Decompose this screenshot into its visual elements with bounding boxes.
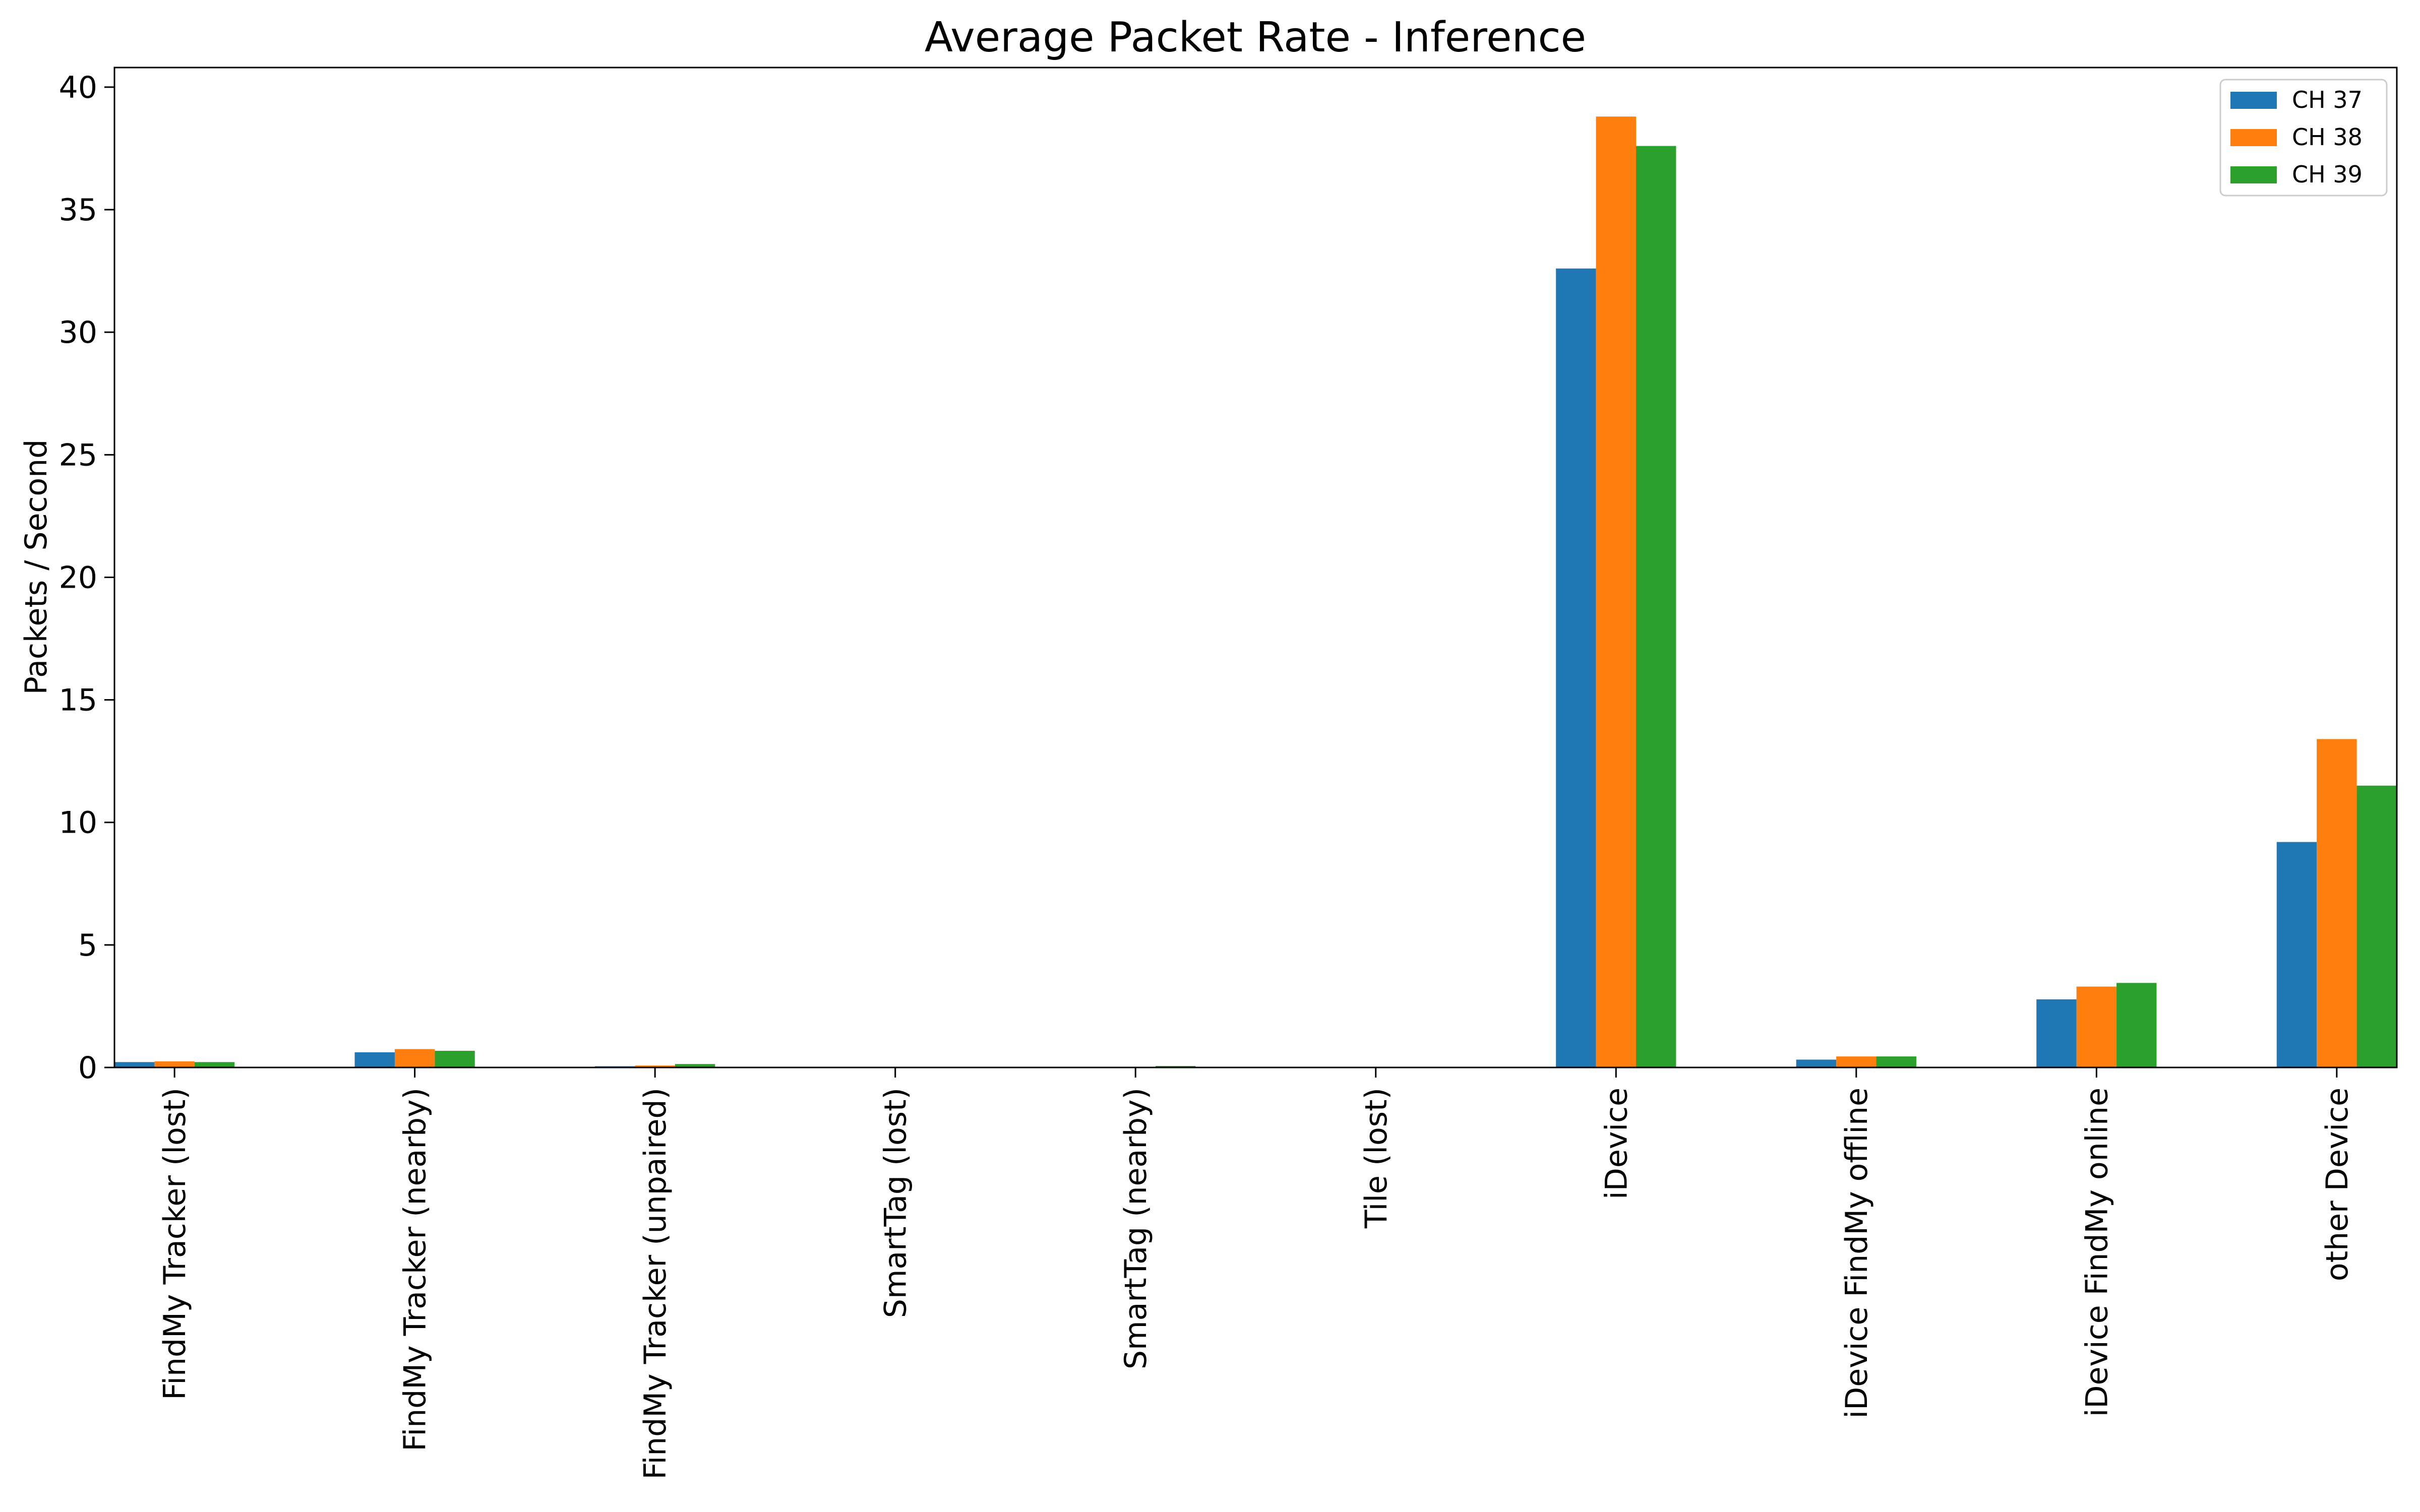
legend-label: CH 38 — [2292, 123, 2363, 151]
bar — [2116, 983, 2157, 1067]
bar — [2076, 986, 2117, 1067]
x-tick-label: SmartTag (lost) — [878, 1088, 914, 1318]
bar — [435, 1050, 475, 1067]
bar — [2036, 999, 2077, 1067]
x-axis: FindMy Tracker (lost) FindMy Tracker (nea… — [157, 1067, 2355, 1480]
bar — [635, 1065, 675, 1067]
y-tick-label: 25 — [59, 437, 97, 473]
bar — [1796, 1059, 1837, 1067]
bar — [394, 1049, 435, 1067]
bar — [1836, 1056, 1877, 1067]
y-tick-label: 30 — [59, 315, 97, 350]
legend-swatch — [2230, 166, 2277, 183]
x-tick-label: other Device — [2320, 1088, 2355, 1281]
bar — [114, 1062, 155, 1067]
y-tick-label: 10 — [59, 805, 97, 841]
x-tick-label: iDevice FindMy offline — [1839, 1088, 1874, 1419]
bar — [1556, 268, 1596, 1067]
y-tick-label: 35 — [59, 193, 97, 228]
y-axis: 0 5 10 15 20 25 30 35 40 — [59, 70, 114, 1086]
legend: CH 37 CH 38 CH 39 — [2219, 79, 2388, 197]
y-tick-label: 40 — [59, 70, 97, 105]
y-axis-label: Packets / Second — [19, 439, 54, 695]
x-tick-label: iDevice FindMy online — [2079, 1088, 2114, 1417]
bar — [2276, 842, 2317, 1067]
y-tick-label: 0 — [78, 1050, 97, 1086]
bar — [194, 1062, 235, 1067]
bar — [675, 1064, 715, 1067]
x-tick-label: SmartTag (nearby) — [1118, 1088, 1154, 1369]
bar — [2356, 785, 2397, 1067]
chart-title: Average Packet Rate - Inference — [925, 14, 1586, 61]
x-tick-label: FindMy Tracker (unpaired) — [638, 1088, 673, 1480]
x-tick-label: FindMy Tracker (nearby) — [398, 1088, 433, 1452]
bar — [1596, 116, 1636, 1068]
bar — [1876, 1056, 1916, 1067]
legend-swatch — [2230, 92, 2277, 109]
legend-label: CH 37 — [2292, 86, 2363, 113]
legend-swatch — [2230, 129, 2277, 146]
x-tick-label: iDevice — [1599, 1088, 1634, 1200]
y-tick-label: 5 — [78, 928, 97, 963]
bar — [2317, 739, 2357, 1067]
bars-group — [114, 116, 2397, 1068]
bar — [154, 1061, 195, 1067]
y-tick-label: 15 — [59, 683, 97, 718]
plot-frame — [113, 67, 2398, 1068]
bar — [1636, 146, 1676, 1067]
bar — [354, 1052, 395, 1067]
legend-label: CH 39 — [2292, 161, 2363, 188]
x-tick-label: Tile (lost) — [1359, 1088, 1394, 1229]
x-tick-label: FindMy Tracker (lost) — [157, 1088, 193, 1400]
y-tick-label: 20 — [59, 560, 97, 595]
